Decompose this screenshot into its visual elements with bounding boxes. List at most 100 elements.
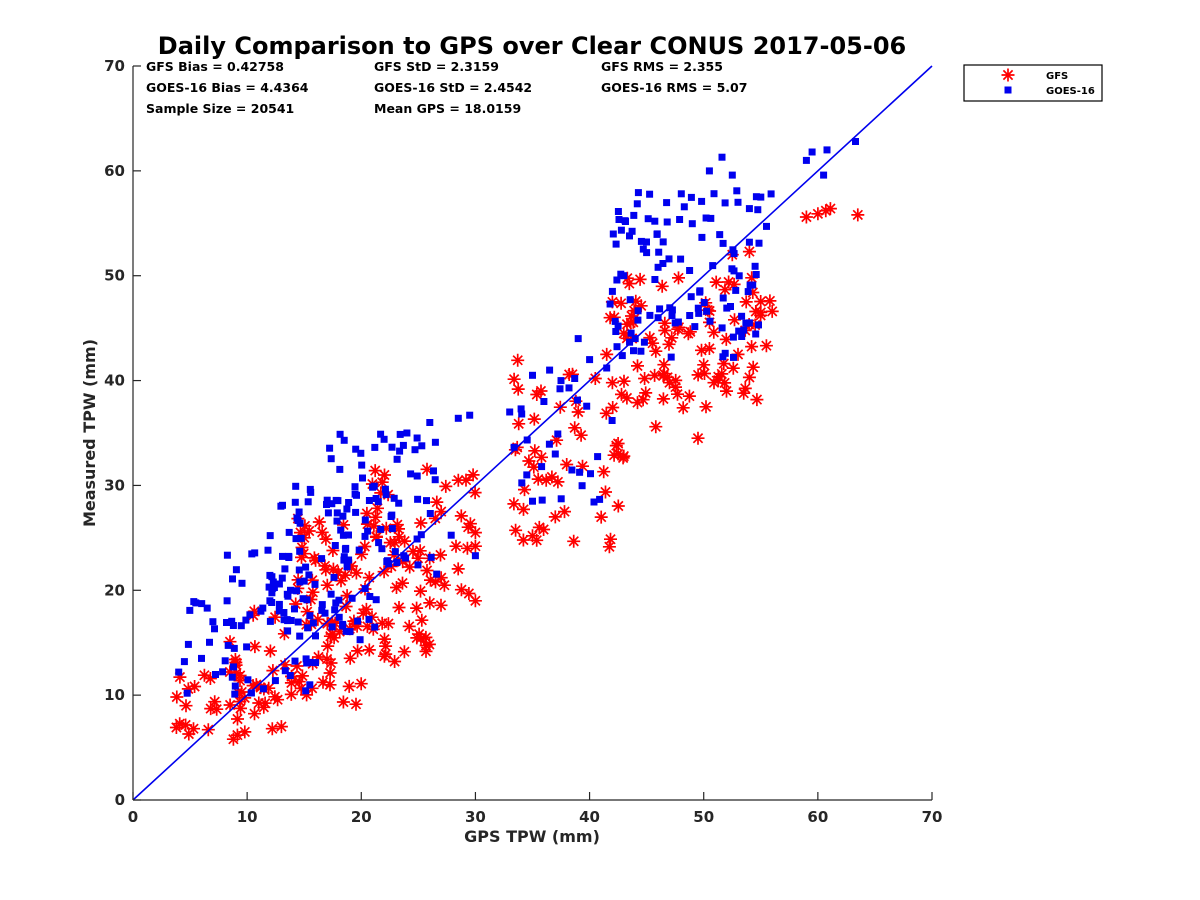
data-point-gfs xyxy=(233,674,247,688)
data-point-goes-16 xyxy=(596,495,604,503)
data-point-gfs xyxy=(682,389,696,403)
data-point-goes-16 xyxy=(281,667,289,675)
data-point-goes-16 xyxy=(246,611,254,619)
data-point-goes-16 xyxy=(378,545,386,553)
data-point-gfs xyxy=(203,672,217,685)
data-point-goes-16 xyxy=(209,618,217,626)
data-point-gfs xyxy=(699,400,713,414)
data-point-goes-16 xyxy=(229,622,237,629)
data-point-goes-16 xyxy=(292,482,300,490)
data-point-goes-16 xyxy=(518,410,526,418)
data-point-gfs xyxy=(173,670,187,684)
data-point-gfs xyxy=(527,412,541,426)
series-gfs-points xyxy=(169,202,865,746)
data-point-goes-16 xyxy=(583,402,591,410)
data-point-gfs xyxy=(745,271,759,285)
data-point-gfs xyxy=(576,459,589,473)
data-point-gfs xyxy=(739,295,753,309)
data-point-gfs xyxy=(403,560,417,574)
data-point-goes-16 xyxy=(538,496,546,504)
data-point-gfs xyxy=(720,384,733,398)
legend-goes-square xyxy=(1004,86,1012,94)
data-point-gfs xyxy=(622,277,636,291)
data-point-goes-16 xyxy=(331,606,339,614)
data-point-goes-16 xyxy=(296,547,304,555)
data-point-goes-16 xyxy=(626,296,634,304)
data-point-goes-16 xyxy=(663,199,671,207)
stat-goes-bias: GOES-16 Bias = 4.4364 xyxy=(146,80,309,95)
data-point-gfs xyxy=(230,666,243,680)
data-point-gfs xyxy=(649,344,663,358)
data-point-goes-16 xyxy=(372,495,380,502)
data-point-gfs xyxy=(356,606,370,620)
data-point-goes-16 xyxy=(371,623,379,631)
data-point-goes-16 xyxy=(268,573,276,581)
data-point-gfs xyxy=(278,658,292,672)
data-point-gfs xyxy=(334,574,348,588)
data-point-gfs xyxy=(620,391,634,405)
data-point-gfs xyxy=(676,401,690,415)
data-point-goes-16 xyxy=(352,445,360,453)
data-point-goes-16 xyxy=(331,542,339,549)
data-point-goes-16 xyxy=(203,604,211,612)
data-point-gfs xyxy=(602,540,616,554)
data-point-goes-16 xyxy=(206,638,213,646)
data-point-goes-16 xyxy=(339,622,347,630)
data-point-goes-16 xyxy=(242,616,250,624)
data-point-goes-16 xyxy=(353,491,360,499)
data-point-gfs xyxy=(392,601,406,614)
data-point-goes-16 xyxy=(698,197,706,205)
data-point-gfs xyxy=(434,571,448,585)
data-point-gfs xyxy=(265,722,279,736)
data-point-gfs xyxy=(527,460,541,474)
data-point-goes-16 xyxy=(231,682,239,690)
data-point-gfs xyxy=(550,433,564,447)
data-point-goes-16 xyxy=(735,272,743,280)
data-point-goes-16 xyxy=(309,619,317,627)
data-point-goes-16 xyxy=(343,563,351,571)
data-point-goes-16 xyxy=(372,596,380,604)
data-point-gfs xyxy=(375,616,389,630)
data-point-goes-16 xyxy=(651,217,659,225)
data-point-goes-16 xyxy=(345,499,353,506)
data-point-gfs xyxy=(516,533,530,547)
data-point-goes-16 xyxy=(183,689,191,697)
data-point-goes-16 xyxy=(637,237,645,245)
data-point-goes-16 xyxy=(300,577,308,585)
data-point-goes-16 xyxy=(414,495,422,503)
data-point-goes-16 xyxy=(359,474,366,482)
data-point-goes-16 xyxy=(223,619,230,626)
data-point-goes-16 xyxy=(611,317,619,325)
data-point-gfs xyxy=(691,431,705,445)
data-point-goes-16 xyxy=(393,559,401,566)
data-point-gfs xyxy=(402,619,416,633)
data-point-gfs xyxy=(419,644,433,658)
data-point-gfs xyxy=(665,331,679,345)
data-point-gfs xyxy=(369,510,383,524)
data-point-goes-16 xyxy=(612,240,620,248)
y-tick-label: 40 xyxy=(104,372,125,390)
data-point-goes-16 xyxy=(735,327,743,335)
data-point-goes-16 xyxy=(510,443,518,451)
data-point-gfs xyxy=(754,295,768,308)
data-point-goes-16 xyxy=(721,349,729,357)
data-point-goes-16 xyxy=(388,525,396,533)
data-point-gfs xyxy=(328,616,342,630)
data-point-gfs xyxy=(434,598,448,612)
data-point-goes-16 xyxy=(723,304,731,312)
data-point-goes-16 xyxy=(644,215,652,223)
data-point-goes-16 xyxy=(279,552,286,560)
data-point-gfs xyxy=(517,502,530,516)
data-point-gfs xyxy=(392,522,405,536)
data-point-goes-16 xyxy=(665,255,673,263)
data-point-gfs xyxy=(360,517,374,531)
data-point-gfs xyxy=(392,530,406,544)
x-tick-label: 20 xyxy=(351,808,372,826)
data-point-gfs xyxy=(745,340,759,354)
data-point-goes-16 xyxy=(302,563,310,571)
data-point-gfs xyxy=(709,275,723,289)
data-point-gfs xyxy=(763,294,777,308)
data-point-gfs xyxy=(811,207,825,221)
data-point-goes-16 xyxy=(634,189,642,197)
